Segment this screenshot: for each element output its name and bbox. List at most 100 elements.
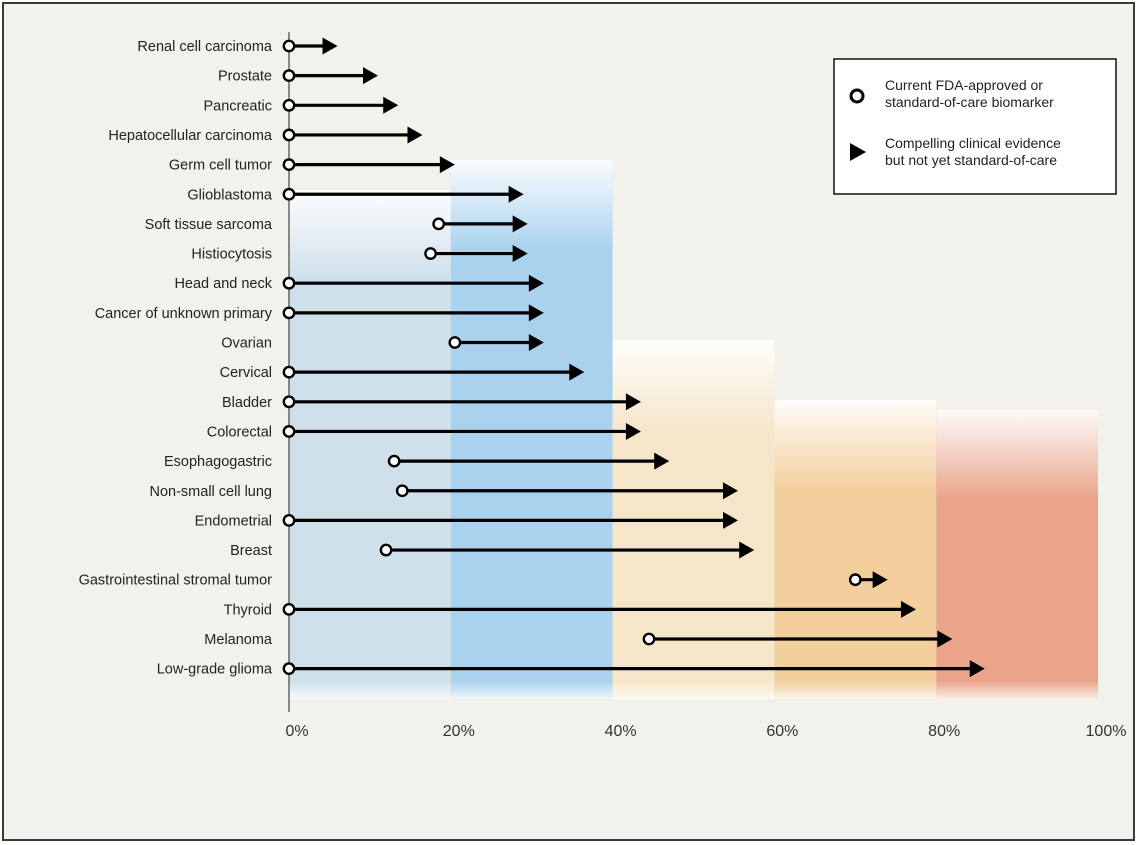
x-tick-label: 0%	[285, 723, 308, 740]
category-label: Hepatocellular carcinoma	[108, 128, 273, 144]
row-histiocytosis: Histiocytosis	[191, 245, 528, 263]
category-label: Histiocytosis	[191, 247, 272, 263]
row-gastrointestinal-stromal-tumor: Gastrointestinal stromal tumor	[79, 571, 888, 589]
category-label: Soft tissue sarcoma	[145, 217, 273, 233]
category-label: Melanoma	[204, 632, 273, 648]
category-label: Germ cell tumor	[169, 158, 272, 174]
category-label: Head and neck	[174, 276, 272, 292]
x-tick-label: 60%	[766, 723, 798, 740]
potential-arrow	[872, 571, 888, 589]
band-fade-bottom-1	[450, 681, 613, 699]
current-marker	[282, 662, 296, 676]
category-label: Glioblastoma	[187, 187, 273, 203]
current-marker	[282, 69, 296, 83]
current-marker	[282, 187, 296, 201]
legend-circle-marker	[849, 88, 865, 104]
category-label: Renal cell carcinoma	[137, 39, 273, 55]
current-marker	[448, 336, 462, 349]
legend-text: Compelling clinical evidence	[885, 135, 1061, 151]
current-marker	[282, 306, 296, 320]
row-head-and-neck: Head and neck	[174, 274, 544, 292]
row-melanoma: Melanoma	[204, 630, 953, 648]
category-label: Bladder	[222, 395, 272, 411]
legend: Current FDA-approved orstandard-of-care …	[833, 58, 1117, 195]
row-cancer-of-unknown-primary: Cancer of unknown primary	[95, 304, 544, 322]
potential-arrow	[512, 245, 528, 263]
current-marker	[424, 247, 437, 260]
current-marker	[282, 39, 296, 53]
category-label: Non-small cell lung	[150, 484, 273, 500]
band-fade-bottom-3	[774, 681, 937, 699]
row-hepatocellular-carcinoma: Hepatocellular carcinoma	[108, 126, 423, 144]
current-marker	[282, 602, 296, 616]
potential-arrow	[528, 304, 544, 322]
potential-arrow	[625, 422, 641, 440]
potential-arrow	[722, 511, 738, 529]
potential-arrow	[625, 393, 641, 411]
potential-arrow	[528, 274, 544, 292]
band-fade-bottom-4	[936, 681, 1098, 699]
row-germ-cell-tumor: Germ cell tumor	[169, 156, 455, 174]
potential-arrow	[969, 660, 985, 678]
current-marker	[282, 128, 296, 142]
category-label: Prostate	[218, 69, 272, 85]
current-marker	[282, 276, 296, 290]
category-label: Esophagogastric	[164, 454, 272, 470]
potential-arrow	[569, 363, 585, 381]
current-marker	[387, 454, 401, 468]
row-thyroid: Thyroid	[224, 600, 916, 618]
potential-arrow	[383, 96, 399, 114]
current-marker	[282, 365, 296, 379]
current-marker	[848, 573, 862, 587]
potential-arrow	[937, 630, 953, 648]
category-label: Gastrointestinal stromal tumor	[79, 573, 273, 589]
legend-text: standard-of-care biomarker	[885, 94, 1054, 110]
current-marker	[282, 425, 296, 438]
background-bands	[289, 160, 1098, 699]
band-fade-bottom-2	[612, 681, 775, 699]
row-esophagogastric: Esophagogastric	[164, 452, 670, 470]
legend-text: but not yet standard-of-care	[885, 152, 1057, 168]
current-marker	[395, 484, 409, 498]
row-glioblastoma: Glioblastoma	[187, 185, 524, 203]
x-tick-label: 40%	[605, 723, 637, 740]
row-pancreatic: Pancreatic	[203, 96, 399, 114]
current-marker	[282, 98, 296, 112]
potential-arrow	[439, 156, 455, 174]
category-label: Low-grade glioma	[157, 662, 273, 678]
category-label: Pancreatic	[203, 98, 272, 114]
row-cervical: Cervical	[220, 363, 585, 381]
potential-arrow	[322, 37, 338, 55]
row-soft-tissue-sarcoma: Soft tissue sarcoma	[145, 215, 528, 233]
row-endometrial: Endometrial	[195, 511, 738, 529]
data-rows: Renal cell carcinoma Prostate Pancreatic He…	[79, 37, 985, 678]
x-tick-label: 100%	[1086, 723, 1127, 740]
potential-arrow	[528, 334, 544, 351]
band-fade-top-1	[450, 160, 613, 250]
potential-arrow	[362, 67, 378, 85]
x-tick-label: 20%	[443, 723, 475, 740]
potential-arrow	[739, 541, 755, 559]
row-renal-cell-carcinoma: Renal cell carcinoma	[137, 37, 338, 55]
current-marker	[379, 543, 393, 557]
current-marker	[642, 632, 656, 646]
band-fade-top-3	[774, 400, 937, 490]
band-fade-top-4	[936, 410, 1098, 500]
category-label: Colorectal	[207, 424, 272, 440]
potential-arrow	[512, 215, 528, 233]
row-prostate: Prostate	[218, 67, 378, 85]
category-label: Breast	[230, 543, 272, 559]
band-fade-bottom-0	[289, 681, 451, 699]
current-marker	[282, 158, 296, 172]
legend-text: Current FDA-approved or	[885, 77, 1043, 93]
band-fade-top-2	[612, 340, 775, 430]
current-marker	[432, 217, 446, 231]
category-label: Cancer of unknown primary	[95, 306, 273, 322]
category-label: Cervical	[220, 365, 272, 381]
category-label: Ovarian	[221, 336, 272, 352]
row-non-small-cell-lung: Non-small cell lung	[150, 482, 738, 500]
x-axis: 0% 20% 40% 60% 80% 100%	[285, 32, 1126, 740]
x-tick-label: 80%	[928, 723, 960, 740]
legend-arrow-marker	[850, 143, 866, 161]
